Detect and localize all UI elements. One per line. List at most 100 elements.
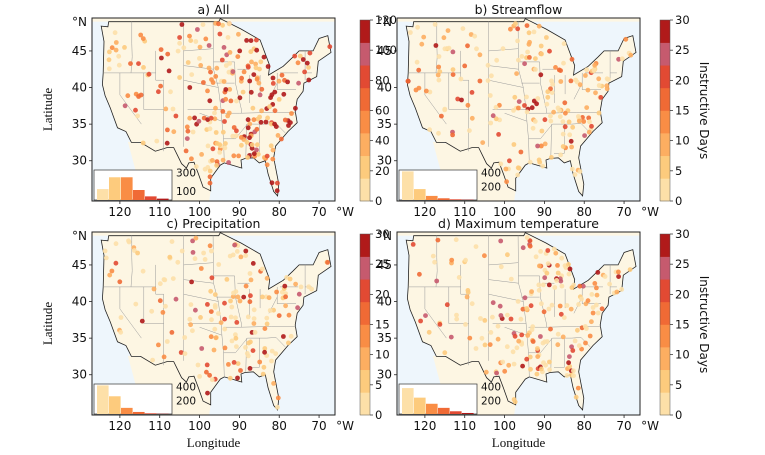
station-point xyxy=(222,300,227,306)
y-axis-label: Latitude xyxy=(40,88,55,132)
station-point xyxy=(465,43,470,49)
station-point xyxy=(306,77,312,83)
station-point xyxy=(542,141,548,147)
station-point xyxy=(264,321,270,327)
station-point xyxy=(247,299,253,305)
station-point xyxy=(535,354,541,359)
histogram-bar xyxy=(402,388,414,414)
station-point xyxy=(260,371,266,377)
station-point xyxy=(538,43,544,49)
colorbar-tick-label: 30 xyxy=(675,13,690,27)
station-point xyxy=(168,89,173,95)
lon-tick-label: 120 xyxy=(413,205,436,219)
station-point xyxy=(547,359,552,365)
station-point xyxy=(187,85,193,90)
station-point xyxy=(288,333,294,339)
station-point xyxy=(184,124,190,130)
station-point xyxy=(169,239,175,245)
state-border xyxy=(155,50,164,152)
lon-tick-label: 110 xyxy=(148,419,171,433)
station-point xyxy=(265,64,271,69)
station-point xyxy=(607,281,612,287)
station-point xyxy=(524,306,530,311)
x-axis-label: Longitude xyxy=(187,435,241,450)
colorbar-segment xyxy=(360,392,370,416)
station-point xyxy=(182,335,188,340)
lon-tick-label: 100 xyxy=(493,419,516,433)
station-point xyxy=(545,94,551,100)
colorbar-tick-label: 0 xyxy=(375,408,382,422)
lat-unit-label: °N xyxy=(377,15,392,29)
station-point xyxy=(208,69,213,75)
station-point xyxy=(237,298,243,304)
station-point xyxy=(562,124,568,130)
station-point xyxy=(276,97,282,102)
station-point xyxy=(540,163,546,169)
station-point xyxy=(234,344,239,349)
station-point xyxy=(199,346,205,351)
station-point xyxy=(133,301,139,307)
station-point xyxy=(594,285,599,291)
station-point xyxy=(226,160,232,165)
state-border xyxy=(143,286,164,324)
station-point xyxy=(593,90,598,96)
station-point xyxy=(245,64,251,70)
station-point xyxy=(202,257,208,262)
colorbar-tick-label: 10 xyxy=(375,348,390,362)
station-point xyxy=(271,381,276,386)
colorbar-tick-label: 20 xyxy=(375,287,390,301)
station-point xyxy=(286,340,291,346)
station-point xyxy=(599,306,605,312)
station-point xyxy=(296,291,302,297)
y-axis-label: Latitude xyxy=(40,302,55,346)
station-point xyxy=(187,33,192,39)
colorbar-segment xyxy=(660,178,670,202)
lat-tick-label: 30 xyxy=(377,154,392,168)
station-point xyxy=(241,294,247,300)
station-point xyxy=(577,283,583,289)
station-point xyxy=(560,144,566,149)
colorbar-segment xyxy=(360,20,370,43)
station-point xyxy=(442,107,448,113)
station-point xyxy=(228,98,234,104)
station-point xyxy=(573,394,579,400)
station-point xyxy=(164,140,170,146)
state-border xyxy=(424,286,447,339)
station-point xyxy=(415,24,420,30)
station-point xyxy=(244,351,250,356)
colorbar-segment xyxy=(660,65,670,89)
station-point xyxy=(456,275,462,280)
station-point xyxy=(236,31,241,37)
station-point xyxy=(199,152,205,157)
station-point xyxy=(275,133,281,138)
lat-tick-label: 40 xyxy=(377,295,392,309)
station-point xyxy=(548,113,553,119)
station-point xyxy=(214,159,220,165)
state-border xyxy=(183,293,219,302)
station-point xyxy=(568,78,574,84)
station-point xyxy=(628,52,634,58)
station-point xyxy=(235,375,240,381)
station-point xyxy=(535,143,540,149)
station-point xyxy=(508,316,514,322)
station-point xyxy=(498,161,504,167)
station-point xyxy=(544,270,550,276)
station-point xyxy=(179,248,185,254)
histogram-tick-label: 200 xyxy=(481,395,501,407)
station-point xyxy=(237,48,243,54)
station-point xyxy=(423,313,428,318)
station-point xyxy=(208,309,214,314)
station-point xyxy=(187,316,193,322)
station-point xyxy=(437,322,443,327)
station-point xyxy=(128,61,133,66)
station-point xyxy=(515,165,521,171)
station-point xyxy=(552,285,558,290)
colorbar-segment xyxy=(660,256,670,280)
station-point xyxy=(173,296,179,302)
station-point xyxy=(410,242,416,247)
colorbar-segment xyxy=(360,133,370,157)
station-point xyxy=(482,253,487,259)
station-point xyxy=(165,127,170,133)
colorbar-tick-label: 20 xyxy=(675,73,690,87)
station-point xyxy=(163,303,168,309)
